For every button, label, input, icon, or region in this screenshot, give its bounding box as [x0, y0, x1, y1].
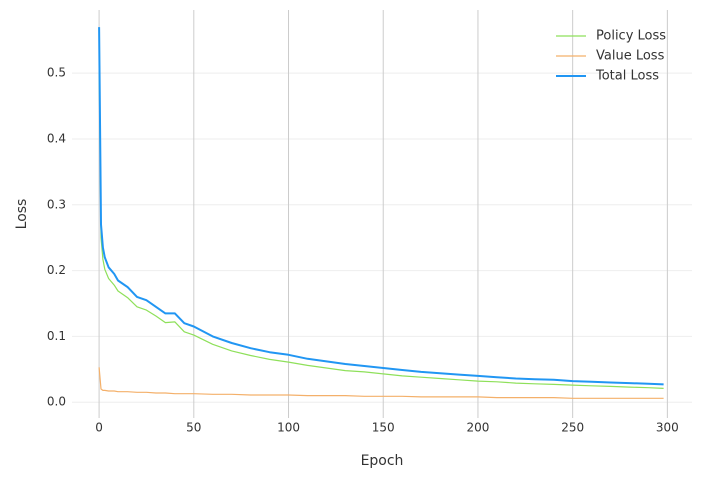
- y-tick-label: 0.4: [47, 131, 66, 145]
- y-tick-label: 0.0: [47, 395, 66, 409]
- y-tick-label: 0.1: [47, 329, 66, 343]
- x-tick-label: 50: [186, 421, 201, 435]
- x-tick-label: 0: [95, 421, 103, 435]
- x-tick-label: 100: [277, 421, 300, 435]
- x-tick-label: 200: [466, 421, 489, 435]
- line-series: [98, 61, 664, 389]
- y-axis-label: Loss: [14, 199, 30, 230]
- line-series: [98, 27, 664, 386]
- y-tick-label: 0.3: [47, 197, 66, 211]
- x-tick-label: 300: [656, 421, 679, 435]
- x-tick-label: 250: [561, 421, 584, 435]
- line-series: [98, 367, 664, 399]
- x-tick-label: 150: [372, 421, 395, 435]
- legend-label: Total Loss: [595, 69, 659, 84]
- y-tick-label: 0.2: [47, 263, 66, 277]
- legend-label: Value Loss: [596, 49, 665, 64]
- y-tick-label: 0.5: [47, 66, 66, 80]
- legend-label: Policy Loss: [596, 29, 666, 44]
- x-axis-label: Epoch: [361, 453, 404, 469]
